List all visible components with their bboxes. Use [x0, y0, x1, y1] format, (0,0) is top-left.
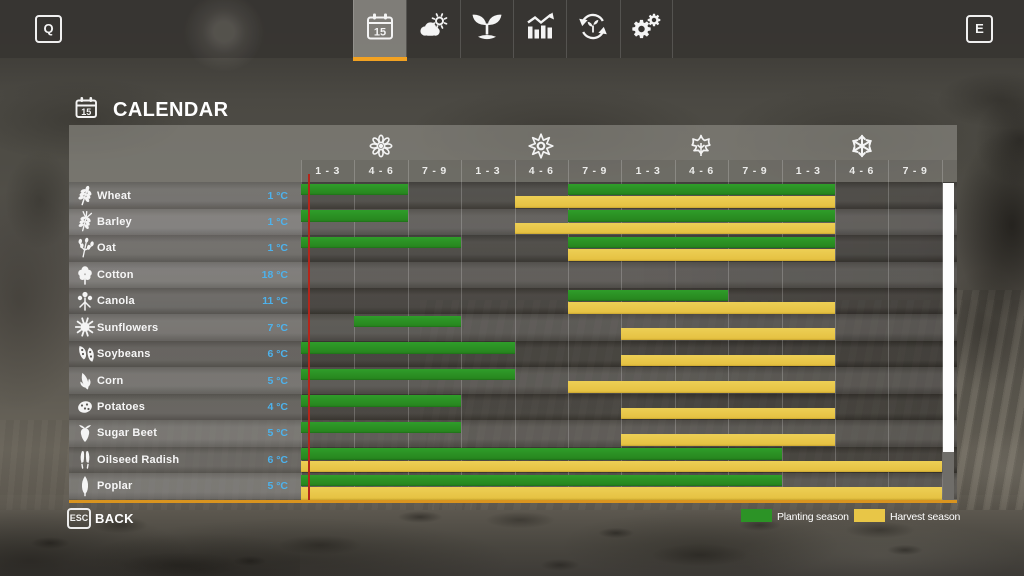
svg-text:15: 15 [374, 27, 386, 39]
svg-text:15: 15 [81, 107, 91, 117]
